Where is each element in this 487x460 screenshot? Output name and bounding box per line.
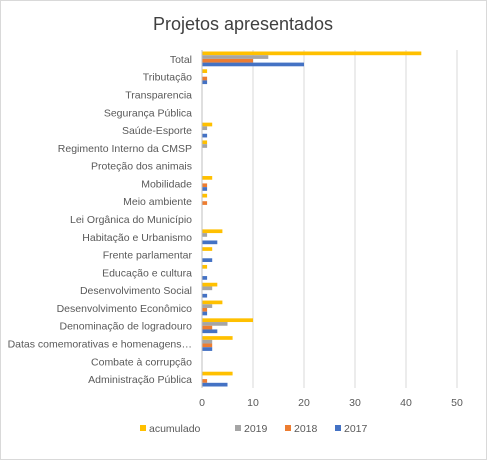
legend-label: 2017	[344, 423, 368, 435]
bar-2019	[202, 233, 208, 237]
x-tick-label: 40	[400, 397, 412, 409]
bar-2018	[202, 325, 213, 330]
category-label: Desenvolvimento Econômico	[57, 303, 193, 315]
bar-acumulado	[202, 318, 253, 323]
bar-acumulado	[202, 229, 223, 234]
bar-2017	[202, 133, 208, 138]
bar-2019	[202, 144, 208, 148]
category-labels: Total Tributação Transparencia Segurança Pú…	[8, 54, 193, 386]
category-label: Datas comemorativas e homenagens…	[8, 339, 192, 351]
category-label: Combate à corrupção	[91, 356, 192, 368]
category-label: Transparencia	[125, 89, 192, 101]
bar-2017	[202, 382, 228, 387]
category-label: Mobilidade	[141, 178, 192, 190]
bar-2017	[202, 187, 208, 191]
bars	[201, 50, 422, 388]
bar-2017	[202, 258, 213, 262]
bar-2018	[202, 343, 213, 348]
bar-2017	[202, 293, 208, 298]
legend-swatch	[335, 425, 341, 431]
bar-2017	[202, 329, 218, 334]
bar-2019	[202, 286, 213, 291]
bar-2019	[202, 304, 213, 308]
x-tick-labels: 0 10 20 30 40 50	[199, 397, 463, 409]
bar-acumulado	[202, 282, 218, 287]
bar-2018	[202, 201, 208, 205]
bar-2019	[202, 55, 269, 59]
category-label: Saúde-Esporte	[122, 125, 192, 137]
bar-acumulado	[202, 51, 422, 56]
bar-2017	[202, 240, 218, 245]
bar-2019	[202, 322, 228, 326]
bar-acumulado	[202, 371, 233, 376]
bar-acumulado	[202, 264, 208, 269]
legend-label: 2018	[294, 423, 318, 435]
legend-swatch	[285, 425, 291, 431]
bar-acumulado	[202, 176, 213, 180]
bar-acumulado	[202, 336, 233, 340]
legend-label: acumulado	[149, 423, 201, 435]
category-label: Meio ambiente	[123, 196, 192, 208]
category-label: Tributação	[143, 72, 192, 84]
bar-2017	[202, 347, 213, 351]
category-label: Segurança Pública	[104, 107, 192, 119]
category-label: Denominação de logradouro	[59, 321, 192, 333]
bar-2018	[202, 307, 208, 312]
bar-2018	[202, 76, 208, 81]
bar-2019	[202, 339, 213, 344]
category-label: Frente parlamentar	[103, 250, 193, 262]
category-label: Educação e cultura	[102, 267, 192, 279]
chart-title: Projetos apresentados	[153, 14, 333, 34]
legend: acumulado 2019 2018 2017	[140, 423, 368, 435]
category-label: Administração Pública	[88, 374, 192, 386]
legend-label: 2019	[244, 423, 268, 435]
category-label: Habitação e Urbanismo	[82, 232, 192, 244]
legend-swatch	[140, 425, 146, 431]
category-label: Regimento Interno da CMSP	[58, 143, 192, 155]
bar-acumulado	[202, 300, 223, 305]
bar-acumulado	[202, 69, 208, 73]
bar-acumulado	[202, 122, 213, 127]
bar-acumulado	[202, 193, 208, 198]
bar-2017	[202, 276, 208, 280]
bar-acumulado	[202, 140, 208, 145]
x-tick-label: 30	[349, 397, 361, 409]
category-label: Lei Orgânica do Município	[70, 214, 192, 226]
category-label: Total	[170, 54, 192, 66]
legend-swatch	[235, 425, 241, 431]
bar-acumulado	[202, 247, 213, 251]
bar-2019	[202, 126, 208, 131]
x-tick-label: 10	[247, 397, 259, 409]
bar-2017	[202, 62, 304, 67]
category-label: Desenvolvimento Social	[80, 285, 192, 297]
x-tick-label: 0	[199, 397, 205, 409]
bar-2018	[202, 183, 208, 188]
x-tick-label: 20	[298, 397, 310, 409]
bar-2017	[202, 80, 208, 85]
category-label: Proteção dos animais	[91, 161, 192, 173]
x-tick-label: 50	[451, 397, 463, 409]
bar-2018	[202, 58, 253, 63]
bar-2018	[202, 379, 208, 383]
gridlines	[201, 50, 458, 388]
bar-2017	[202, 311, 208, 316]
